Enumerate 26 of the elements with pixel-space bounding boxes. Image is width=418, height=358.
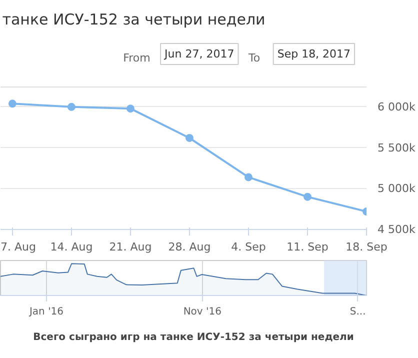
y-tick-label: 5 500k (378, 141, 416, 154)
point (126, 104, 134, 113)
point (67, 102, 76, 111)
x-tick-label: Nov '16 (183, 306, 222, 318)
text: Всего сыграно игр на танке ИСУ-152 за четыри недели (33, 332, 354, 342)
text: Sep 18, 2017 (277, 48, 351, 60)
x-tick-label: 18. Sep (346, 240, 388, 254)
text: To (247, 52, 260, 64)
y-tick-label: 5 000k (378, 182, 416, 196)
x-tick-label: Jan '16 (28, 306, 64, 318)
x-tick-label: 28. Aug (168, 240, 211, 254)
x-tick-label: 11. Sep (286, 240, 328, 254)
point (303, 192, 312, 201)
text: Jun 27, 2017 (164, 48, 234, 60)
point (8, 100, 16, 108)
y-tick-label: 4 500k (378, 223, 416, 236)
x-tick-label: 21. Aug (109, 240, 152, 254)
x-tick-label: S... (350, 306, 366, 318)
chart-title: танке ИСУ-152 за четыри недели (2, 10, 266, 28)
x-tick-label: 4. Sep (231, 240, 266, 254)
point (244, 173, 252, 182)
text: From (123, 52, 150, 64)
x-tick-label: 14. Aug (50, 240, 93, 254)
y-tick-label: 6 000k (378, 100, 416, 114)
x-tick-label: 7. Aug (0, 240, 36, 254)
point (185, 134, 194, 142)
